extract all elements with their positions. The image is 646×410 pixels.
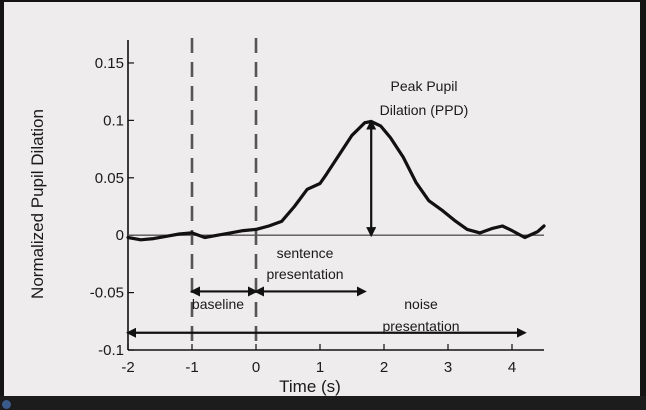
y-tick-label: 0.1 xyxy=(103,112,124,129)
noise-label-line2: presentation xyxy=(382,318,459,334)
noise-label-line1: noise xyxy=(404,296,438,312)
slide-screen: -2 -1 0 1 2 3 4 -0.1 -0.05 0 0.05 0.1 0.15 Time (s) … xyxy=(4,2,640,396)
x-axis-title: Time (s) xyxy=(279,377,341,396)
sentence-label-line2: presentation xyxy=(266,266,343,282)
baseline-label: baseline xyxy=(192,296,244,312)
player-icon[interactable] xyxy=(2,400,11,409)
x-tick-label: 2 xyxy=(380,359,388,376)
x-tick-label: 0 xyxy=(252,359,260,376)
pupil-dilation-line xyxy=(126,119,546,242)
y-tick-label: 0.05 xyxy=(95,170,124,187)
x-tick-label: 3 xyxy=(444,359,452,376)
y-tick-label: 0.15 xyxy=(95,55,124,72)
x-tick-label: -2 xyxy=(121,359,134,376)
x-tick-label: -1 xyxy=(185,359,198,376)
ppd-label-line1: Peak Pupil xyxy=(391,78,458,94)
video-control-strip xyxy=(0,396,646,410)
ppd-label-line2: Dilation (PPD) xyxy=(380,102,469,118)
y-axis-title: Normalized Pupil Dilation xyxy=(28,109,47,299)
y-tick-label: -0.05 xyxy=(90,285,124,302)
x-tick-label: 4 xyxy=(508,359,516,376)
x-tick-label: 1 xyxy=(316,359,324,376)
y-tick-label: 0 xyxy=(116,227,124,244)
y-tick-label: -0.1 xyxy=(98,342,124,359)
sentence-label-line1: sentence xyxy=(277,245,334,261)
